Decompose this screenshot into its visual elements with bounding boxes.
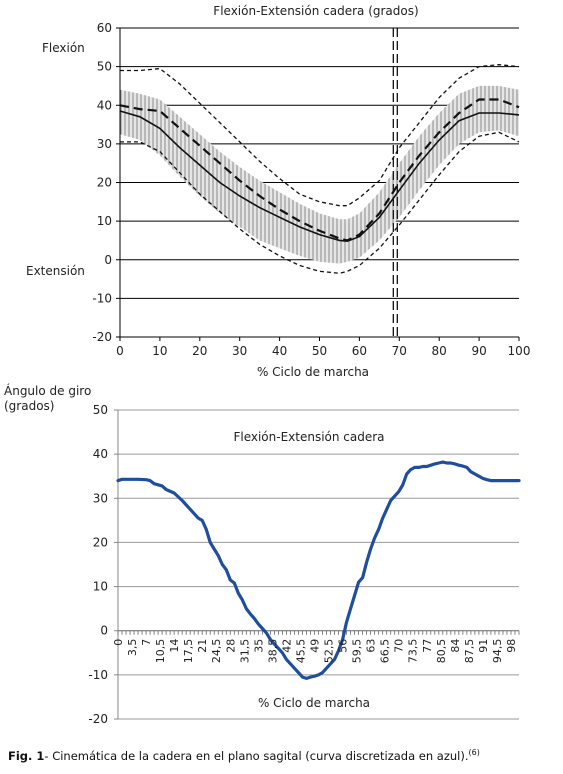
chart-2-x-axis-label: % Ciclo de marcha: [258, 696, 370, 710]
chart-2-x-tick-label: 24,5: [210, 639, 223, 664]
chart-2-x-tick-label: 77: [421, 639, 434, 653]
chart-2-x-tick-label: 14: [168, 639, 181, 653]
chart-1-line-dotted: [120, 131, 520, 274]
chart-1-x-tick-label: 80: [432, 344, 447, 358]
chart-1-flexion-label: Flexión: [42, 41, 85, 55]
chart-2-x-tick-label: 73,5: [407, 639, 420, 664]
chart-1-y-tick-label: 20: [97, 176, 112, 190]
chart-2: Ángulo de giro (grados) Flexión-Extensión…: [4, 383, 521, 726]
chart-2-x-tick-label: 94,5: [491, 639, 504, 664]
chart-1-extension-label: Extensión: [26, 264, 85, 278]
chart-1-y-tick-label: 40: [97, 98, 112, 112]
chart-2-x-tick-label: 7: [140, 639, 153, 646]
chart-1-line-solid: [119, 110, 520, 243]
chart-1-x-tick-label: 40: [272, 344, 287, 358]
chart-2-x-tick-label: 56: [337, 639, 350, 653]
chart-2-y-tick-label: 40: [93, 447, 108, 461]
chart-2-y-tick-label: 10: [93, 580, 108, 594]
chart-1-x-tick-label: 0: [116, 344, 124, 358]
chart-1-x-tick-label: 60: [352, 344, 367, 358]
chart-1-series: [119, 64, 520, 274]
chart-2-y-tick-label: 30: [93, 491, 108, 505]
chart-2-x-tick-label: 28: [224, 639, 237, 653]
chart-2-y-tick-label: -20: [88, 712, 108, 726]
caption-label: Fig. 1: [8, 748, 45, 763]
chart-1-x-tick-label: 10: [152, 344, 167, 358]
chart-2-y-tick-label: 50: [93, 403, 108, 417]
chart-2-y-tick-label: 20: [93, 535, 108, 549]
chart-1-x-tick-label: 20: [192, 344, 207, 358]
caption-reference: (6): [468, 748, 480, 757]
chart-2-x-tick-label: 35: [252, 639, 265, 653]
chart-1-y-tick-label: 50: [97, 60, 112, 74]
chart-2-line: [116, 460, 521, 680]
chart-1-y-tick-label: 30: [97, 137, 112, 151]
chart-2-y-axis-label-line: Ángulo de giro: [4, 383, 91, 398]
chart-2-series: [116, 460, 521, 680]
chart-2-x-tick-label: 38,5: [266, 639, 279, 664]
chart-2-y-tick-label: 0: [100, 624, 108, 638]
chart-2-x-tick-label: 91: [477, 639, 490, 653]
chart-1-y-ticks: -20 -10 0 10 20 30 40 50 60: [92, 21, 120, 344]
chart-2-title: Flexión-Extensión cadera: [233, 430, 384, 444]
chart-2-x-tick-label: 98: [505, 639, 518, 653]
chart-1-sd-band: [120, 85, 519, 264]
chart-2-x-tick-label: 3,5: [126, 639, 139, 657]
chart-2-x-tick-label: 87,5: [463, 639, 476, 664]
chart-2-gridlines: [118, 409, 519, 720]
chart-2-y-ticks: -20 -10 0 10 20 30 40 50: [88, 403, 118, 726]
chart-2-x-tick-label: 42: [280, 639, 293, 653]
chart-1-title: Flexión-Extensión cadera (grados): [213, 4, 418, 18]
chart-1-line-dotted: [120, 64, 520, 207]
chart-1-x-axis-label: % Ciclo de marcha: [257, 365, 369, 379]
chart-2-y-axis-label: Ángulo de giro (grados): [4, 383, 91, 413]
chart-1: Flexión-Extensión cadera (grados) Flexió…: [26, 4, 530, 379]
chart-2-x-tick-label: 17,5: [182, 639, 195, 664]
chart-2-x-tick-label: 70: [393, 639, 406, 653]
chart-2-y-axis-label-line: (grados): [4, 399, 54, 413]
chart-2-x-tick-label: 59,5: [351, 639, 364, 664]
chart-2-x-tick-label: 52,5: [323, 639, 336, 664]
chart-2-x-ticks: 0 3,5 7 10,5 14 17,5 21 24,5 28 31,5 35 38,5 42 45,5 4…: [112, 639, 518, 664]
chart-1-y-tick-label: -20: [92, 330, 112, 344]
chart-2-x-tick-label: 45,5: [295, 639, 308, 664]
chart-1-y-tick-label: 60: [97, 21, 112, 35]
chart-1-x-tick-label: 70: [392, 344, 407, 358]
chart-1-x-ticks: 0 10 20 30 40 50 60 70 80 90 100: [116, 337, 530, 358]
chart-1-y-tick-label: -10: [92, 291, 112, 305]
chart-2-x-tick-label: 21: [196, 639, 209, 653]
chart-1-x-tick-label: 50: [312, 344, 327, 358]
chart-1-x-tick-label: 90: [471, 344, 486, 358]
chart-1-variability-band: [120, 85, 519, 264]
chart-1-y-tick-label: 0: [104, 253, 112, 267]
chart-2-x-tick-label: 0: [112, 639, 125, 646]
chart-2-x-tick-label: 84: [449, 639, 462, 653]
chart-2-x-tick-label: 31,5: [238, 639, 251, 664]
figure-caption: Fig. 1- Cinemática de la cadera en el pl…: [8, 748, 558, 763]
chart-2-x-tick-label: 10,5: [154, 639, 167, 664]
chart-1-x-tick-label: 30: [232, 344, 247, 358]
chart-2-axes: [117, 410, 520, 719]
chart-2-x-tick-label: 49: [309, 639, 322, 653]
chart-1-x-tick-label: 100: [508, 344, 531, 358]
chart-2-x-tick-label: 63: [365, 639, 378, 653]
chart-2-x-tick-label: 66,5: [379, 639, 392, 664]
chart-1-line-dashed: [119, 98, 520, 242]
chart-1-y-tick-label: 10: [97, 214, 112, 228]
caption-text: - Cinemática de la cadera en el plano sa…: [44, 748, 469, 763]
chart-2-y-tick-label: -10: [88, 668, 108, 682]
chart-2-x-tick-label: 80,5: [435, 639, 448, 664]
